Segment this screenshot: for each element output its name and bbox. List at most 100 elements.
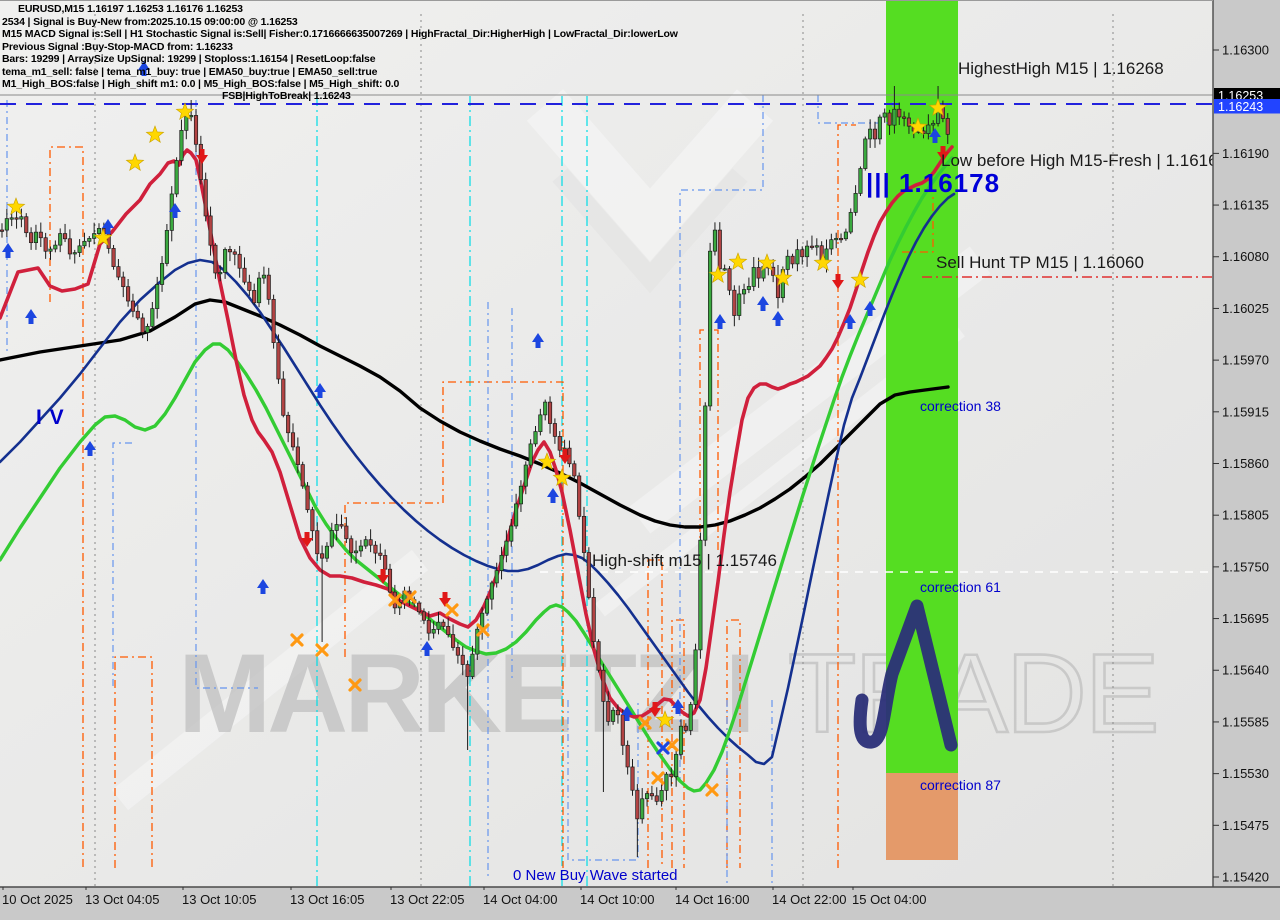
candle-body bbox=[232, 251, 237, 255]
candle-body bbox=[877, 116, 882, 140]
candle-body bbox=[577, 475, 582, 517]
fractal-step-line bbox=[647, 559, 663, 868]
current-price-tag bbox=[1214, 88, 1280, 103]
wave-iv-label: I V bbox=[36, 406, 65, 429]
high-shift-label: High-shift m15 | 1.15746 bbox=[592, 551, 777, 570]
candle-body bbox=[96, 228, 102, 234]
star-signal-icon bbox=[728, 252, 748, 270]
candle-body bbox=[504, 540, 509, 556]
candle-body bbox=[586, 552, 591, 598]
star-signal-icon bbox=[757, 253, 777, 271]
ma-black bbox=[0, 298, 950, 529]
candle-body bbox=[0, 229, 5, 232]
candle-body bbox=[160, 263, 165, 285]
candle-body bbox=[164, 230, 169, 264]
candle-body bbox=[693, 649, 698, 705]
candle-body bbox=[436, 621, 441, 630]
fractal-step-line bbox=[49, 146, 84, 868]
candle-body bbox=[266, 274, 271, 300]
candle-body bbox=[145, 326, 150, 333]
candle-body bbox=[494, 570, 499, 584]
candle-body bbox=[625, 744, 630, 768]
highest-high-label: HighestHigh M15 | 1.16268 bbox=[958, 59, 1164, 78]
watermark-text-solid: MARKETZ I bbox=[178, 631, 752, 756]
candle-body bbox=[281, 378, 286, 416]
candle-body bbox=[514, 503, 519, 527]
fractal-step-line bbox=[726, 619, 741, 868]
candle-body bbox=[800, 249, 805, 258]
ma-green bbox=[0, 156, 954, 793]
candle-body bbox=[4, 218, 9, 231]
candle-body bbox=[547, 401, 553, 424]
candle-body bbox=[271, 298, 276, 343]
candle-body bbox=[130, 300, 136, 312]
candle-body bbox=[286, 414, 291, 434]
sell-arrow-icon bbox=[559, 449, 571, 464]
candle-body bbox=[349, 538, 354, 554]
cross-signal-icon bbox=[476, 623, 490, 637]
candle-body bbox=[295, 446, 300, 465]
candle-body bbox=[528, 443, 533, 466]
correction-87-label: correction 87 bbox=[920, 777, 1001, 793]
current-price-tag-label: 1.16243 bbox=[1218, 100, 1263, 114]
candle-body bbox=[698, 539, 703, 651]
candle-body bbox=[329, 530, 334, 547]
candle-body bbox=[261, 274, 266, 279]
candle-body bbox=[334, 524, 339, 531]
candle-body bbox=[814, 245, 819, 248]
candle-body bbox=[77, 245, 82, 253]
sell-arrow-icon bbox=[377, 569, 389, 584]
current-price-tag bbox=[1214, 99, 1280, 114]
candle-body bbox=[615, 709, 621, 716]
candle-body bbox=[509, 525, 514, 542]
candle-body bbox=[140, 317, 145, 333]
candle-body bbox=[441, 621, 446, 627]
candle-body bbox=[902, 116, 907, 119]
candle-body bbox=[247, 281, 252, 291]
star-signal-icon bbox=[708, 265, 728, 283]
buy-arrow-icon bbox=[757, 296, 769, 311]
candle-body bbox=[805, 245, 810, 258]
candle-body bbox=[620, 714, 625, 746]
candle-body bbox=[538, 414, 543, 432]
time-tick-label: 15 Oct 04:00 bbox=[852, 892, 926, 907]
candle-body bbox=[654, 795, 659, 802]
candle-body bbox=[664, 773, 669, 791]
candle-body bbox=[276, 342, 281, 380]
candle-body bbox=[305, 485, 310, 511]
candle-body bbox=[848, 212, 853, 233]
sheen-stripe bbox=[111, 549, 429, 811]
correction-61-label: correction 61 bbox=[920, 579, 1001, 595]
candle-body bbox=[242, 267, 247, 283]
candle-body bbox=[290, 432, 296, 448]
candle-body bbox=[572, 463, 577, 477]
candle-body bbox=[193, 115, 199, 145]
candle-body bbox=[383, 555, 388, 570]
time-tick-label: 13 Oct 22:05 bbox=[390, 892, 464, 907]
candle-body bbox=[557, 436, 562, 451]
candle-body bbox=[33, 231, 39, 244]
buy-arrow-icon bbox=[314, 383, 326, 398]
candle-body bbox=[790, 255, 795, 265]
candle-body bbox=[678, 725, 684, 755]
candle-body bbox=[722, 268, 727, 271]
price-tick-label: 1.15695 bbox=[1222, 611, 1269, 626]
price-tick-label: 1.15915 bbox=[1222, 404, 1269, 419]
price-tick-label: 1.16190 bbox=[1222, 146, 1269, 161]
watermark-logo-letter bbox=[853, 599, 958, 752]
candle-body bbox=[683, 725, 688, 731]
buy-arrow-icon bbox=[532, 333, 544, 348]
candle-body bbox=[945, 118, 950, 135]
candle-body bbox=[431, 629, 436, 634]
candle-body bbox=[649, 793, 654, 797]
correction-zone-band bbox=[886, 773, 958, 860]
star-signal-icon bbox=[537, 452, 557, 470]
cross-signal-icon bbox=[348, 678, 362, 692]
candle-body bbox=[674, 753, 679, 777]
signal-markers bbox=[2, 61, 949, 797]
candle-body bbox=[751, 267, 756, 287]
star-signal-icon bbox=[655, 710, 675, 728]
sell-arrow-icon bbox=[196, 149, 208, 164]
star-signal-icon bbox=[928, 98, 948, 116]
